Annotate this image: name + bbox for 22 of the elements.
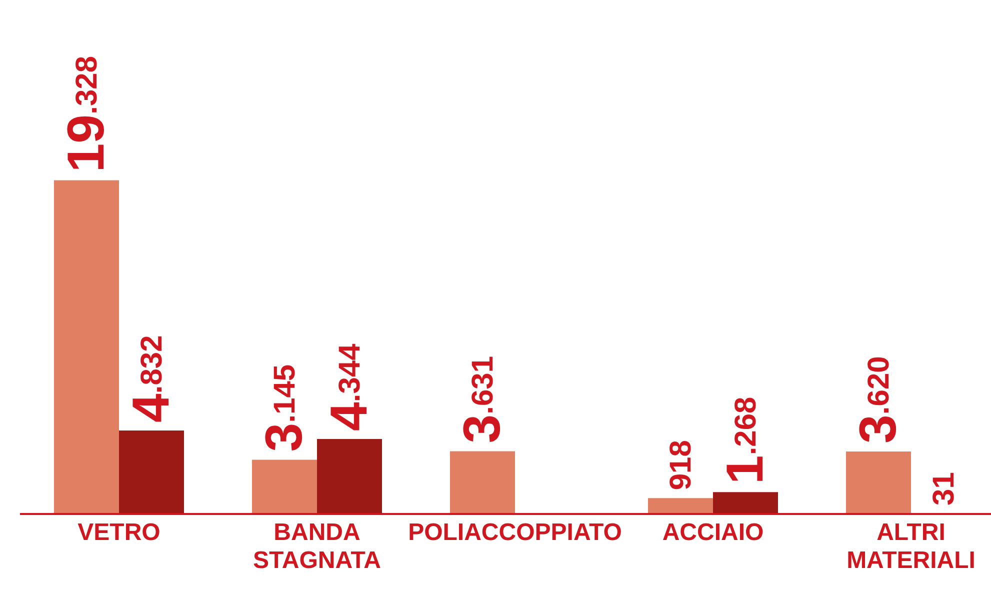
data-label: 3.145	[256, 364, 314, 452]
bar	[54, 180, 119, 514]
data-label: 3.620	[850, 356, 908, 444]
bar	[713, 492, 778, 514]
x-tick-label: ACCIAIO	[662, 519, 764, 546]
bar	[450, 451, 515, 514]
data-label: 918	[664, 440, 697, 490]
data-label: 3.631	[454, 356, 512, 444]
bar	[846, 451, 911, 514]
data-label: 1.268	[716, 396, 774, 484]
data-label: 4.832	[122, 335, 180, 423]
data-label: 19.328	[58, 56, 116, 172]
bar	[119, 430, 184, 514]
bar	[317, 438, 382, 514]
x-tick-label: ALTRI MATERIALI	[846, 519, 976, 574]
data-label: 4.344	[320, 343, 378, 431]
data-label: 31	[927, 472, 960, 506]
bar	[648, 498, 713, 514]
x-tick-label: POLIACCOPPIATO	[408, 519, 622, 546]
x-tick-label: VETRO	[78, 519, 160, 546]
bar	[252, 460, 317, 514]
x-tick-label: BANDA STAGNATA	[253, 519, 381, 574]
